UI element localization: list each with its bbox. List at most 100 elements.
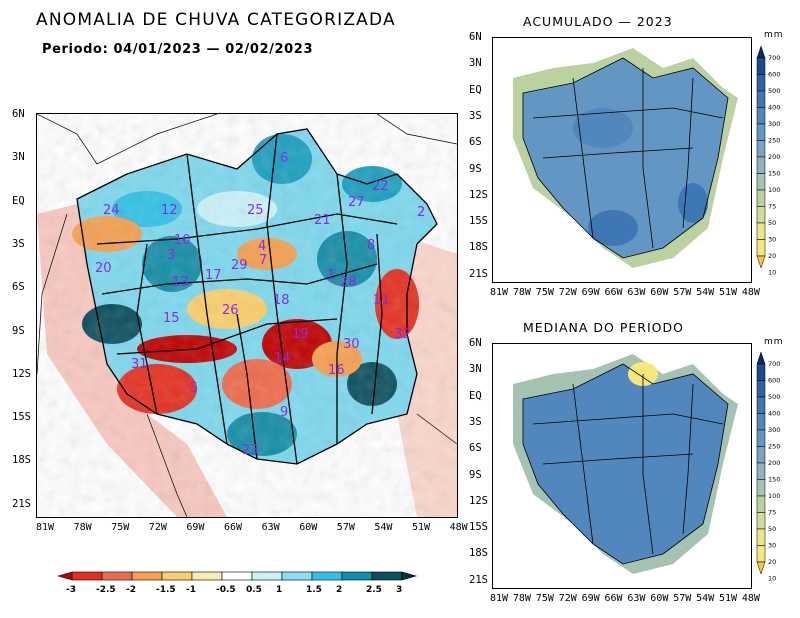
colorbar-swatch (58, 571, 73, 581)
x-tick-label: 72W (148, 522, 167, 533)
colorbar-swatch (371, 571, 403, 581)
mm-colorbar-swatch (756, 206, 766, 224)
colorbar-swatch (131, 571, 163, 581)
y-tick-label: 3N (469, 57, 482, 70)
x-tick-label: 48W (741, 593, 760, 604)
high-rain-area (573, 108, 633, 148)
basin-id-label: 32 (394, 327, 411, 342)
mm-colorbar-swatch (756, 140, 766, 158)
mm-colorbar-swatch (756, 156, 766, 174)
x-tick-label: 81W (490, 287, 509, 298)
mm-colorbar-bottom: 700 600 500 400 300 250 200 150 100 75 50 30 20 10 (756, 351, 780, 583)
basin-boundaries (522, 57, 729, 259)
mm-colorbar-swatch (756, 45, 766, 59)
basin-id-label: 4 (258, 239, 266, 254)
y-tick-label: 21S (469, 573, 488, 586)
colorbar-swatch (71, 571, 103, 581)
basin-id-label: 15 (163, 311, 180, 326)
mm-colorbar-swatch (756, 57, 766, 75)
x-tick-label: 48W (741, 287, 760, 298)
colorbar-label: 1 (276, 585, 282, 595)
y-tick-label: 3S (12, 237, 25, 250)
mm-colorbar-label: 600 (768, 71, 780, 79)
mm-colorbar-label: 10 (768, 269, 776, 277)
x-tick-label: 75W (535, 593, 554, 604)
y-tick-label: 15S (12, 411, 31, 424)
x-tick-label: 66W (604, 593, 623, 604)
x-tick-label: 69W (581, 593, 600, 604)
mm-colorbar-label: 250 (768, 137, 780, 145)
accumulated-title: ACUMULADO — 2023 (523, 14, 673, 29)
x-tick-label: 60W (650, 287, 669, 298)
y-tick-label: 6S (469, 442, 482, 455)
x-tick-label: 81W (36, 522, 55, 533)
basin-id-label: 19 (292, 327, 309, 342)
basin-id-label: 23 (242, 443, 259, 458)
country-borders (37, 114, 457, 517)
colorbar-label: 2.5 (366, 585, 382, 595)
basin-id-label: 18 (273, 293, 290, 308)
x-tick-label: 72W (558, 287, 577, 298)
y-tick-label: 3N (12, 151, 25, 164)
x-tick-label: 66W (604, 287, 623, 298)
x-tick-label: 51W (412, 522, 431, 533)
mm-colorbar-swatch (756, 396, 766, 414)
basin-boundaries (76, 128, 438, 465)
basin-id-label: 31 (131, 357, 148, 372)
x-tick-label: 57W (673, 287, 692, 298)
colorbar-label: 1.5 (306, 585, 322, 595)
y-tick-label: 6S (12, 281, 25, 294)
y-tick-label: 3S (469, 109, 482, 122)
x-tick-label: 54W (696, 593, 715, 604)
accumulated-map-canvas (513, 48, 738, 268)
colorbar-label: -2 (126, 585, 136, 595)
mm-colorbar-top: 700 600 500 400 300 250 200 150 100 75 50 30 20 10 (756, 45, 780, 277)
mm-colorbar-swatch (756, 123, 766, 141)
mm-colorbar-label: 300 (768, 120, 780, 128)
mm-colorbar-label: 75 (768, 509, 776, 517)
mm-colorbar-swatch (756, 74, 766, 92)
mm-colorbar-label: 20 (768, 558, 776, 566)
basin-id-label: 26 (222, 303, 239, 318)
mm-colorbar-swatch (756, 495, 766, 513)
y-tick-label: 21S (469, 267, 488, 280)
y-tick-label: 18S (469, 241, 488, 254)
x-tick-label: 63W (261, 522, 280, 533)
mm-colorbar-swatch (756, 363, 766, 381)
colorbar-swatch (251, 571, 283, 581)
y-tick-label: EQ (469, 389, 482, 402)
mm-colorbar-label: 20 (768, 252, 776, 260)
anomaly-colorbar: -3 -2.5 -2 -1.5 -1 -0.5 0.5 1 1.5 2 2.5 3 (58, 571, 418, 595)
mm-colorbar-label: 30 (768, 542, 776, 550)
y-tick-label: 9S (469, 162, 482, 175)
y-tick-label: 9S (469, 468, 482, 481)
mm-colorbar-swatch (756, 446, 766, 464)
basin-id-label: 28 (340, 275, 357, 290)
period-label: Periodo: (42, 42, 109, 57)
colorbar-label: 0.5 (246, 585, 262, 595)
colorbar-swatch (101, 571, 133, 581)
accumulated-basin-fill (523, 58, 728, 258)
median-basin-fill (523, 364, 728, 564)
x-tick-label: 81W (490, 593, 509, 604)
mm-colorbar-label: 100 (768, 492, 780, 500)
colorbar-swatch (161, 571, 193, 581)
basin-id-label: 10 (174, 233, 191, 248)
mm-colorbar-swatch (756, 479, 766, 497)
y-tick-label: 3N (469, 363, 482, 376)
y-tick-label: 12S (469, 494, 488, 507)
y-tick-label: EQ (469, 83, 482, 96)
basin-id-label: 8 (367, 238, 375, 253)
mm-colorbar-label: 50 (768, 219, 776, 227)
mm-colorbar-swatch (756, 90, 766, 108)
mm-colorbar-swatch (756, 512, 766, 530)
mm-colorbar-label: 700 (768, 360, 780, 368)
y-tick-label: 6S (469, 136, 482, 149)
basin-id-label: 27 (348, 195, 365, 210)
mm-colorbar-swatch (756, 222, 766, 240)
colorbar-label: -1.5 (156, 585, 176, 595)
basin-id-label: 12 (161, 203, 178, 218)
mm-colorbar-label: 150 (768, 476, 780, 484)
